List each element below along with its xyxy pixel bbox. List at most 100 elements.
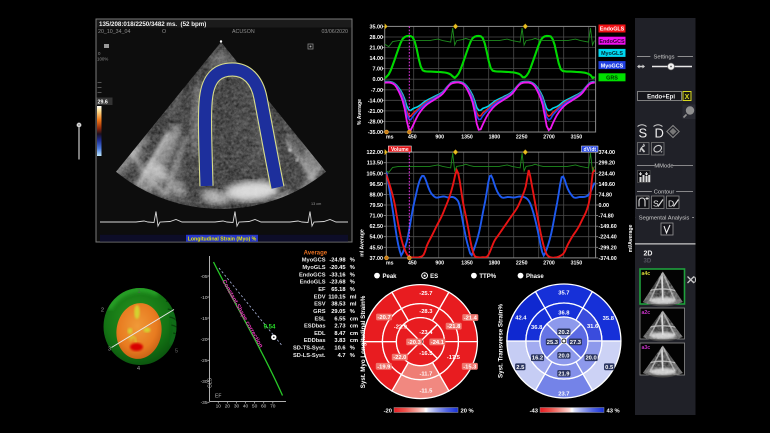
svg-text:149.60: 149.60: [599, 182, 616, 188]
svg-text:EndoGCS: EndoGCS: [599, 39, 625, 45]
svg-text:EndoGLS: EndoGLS: [600, 27, 625, 33]
svg-text:dV/dt: dV/dt: [584, 147, 597, 153]
svg-text:35.00: 35.00: [370, 24, 384, 30]
svg-text:-25: -25: [201, 358, 208, 364]
svg-text:35.8: 35.8: [603, 316, 615, 322]
svg-text:6.55: 6.55: [334, 316, 345, 322]
svg-text:%: %: [350, 287, 355, 293]
svg-text:88.00: 88.00: [370, 192, 384, 198]
svg-text:-33.16: -33.16: [329, 272, 345, 278]
svg-text:122.00: 122.00: [367, 150, 384, 156]
svg-text:a2c: a2c: [642, 310, 651, 316]
svg-text:36.8: 36.8: [531, 325, 543, 331]
svg-text:ES: ES: [430, 274, 438, 280]
svg-text:7.00: 7.00: [373, 67, 384, 73]
svg-text:31.6: 31.6: [587, 324, 599, 330]
svg-text:-30: -30: [201, 379, 208, 385]
svg-text:3150: 3150: [571, 135, 583, 141]
svg-text:2: 2: [101, 308, 104, 314]
svg-text:-22.0: -22.0: [393, 355, 406, 361]
svg-text:450: 450: [408, 135, 417, 141]
svg-text:-43: -43: [530, 408, 539, 414]
svg-text:20_10_34_04: 20_10_34_04: [98, 29, 130, 35]
svg-text:3150: 3150: [571, 260, 583, 266]
svg-text:X: X: [685, 94, 690, 101]
svg-text:4.7: 4.7: [338, 353, 346, 359]
svg-text:28.00: 28.00: [370, 35, 384, 41]
svg-text:-15: -15: [201, 316, 208, 322]
svg-text:SD-LS-Syst.: SD-LS-Syst.: [293, 353, 326, 359]
svg-text:-19.9: -19.9: [377, 364, 391, 370]
svg-text:20.0: 20.0: [585, 356, 596, 362]
svg-text:-28.3: -28.3: [419, 309, 433, 315]
svg-text:900: 900: [435, 135, 444, 141]
svg-text:20: 20: [225, 403, 231, 409]
svg-text:0.00: 0.00: [373, 77, 384, 83]
svg-text:ml/Average: ml/Average: [628, 224, 634, 252]
svg-text:Syst. Myo Longitudinal Strain%: Syst. Myo Longitudinal Strain%: [360, 295, 367, 388]
svg-text:Contour: Contour: [654, 190, 675, 196]
svg-text:ml: ml: [350, 302, 357, 308]
svg-text:3.83: 3.83: [334, 338, 345, 344]
svg-text:8.47: 8.47: [334, 331, 345, 337]
svg-text:-299.20: -299.20: [599, 245, 617, 251]
svg-text:-16.5: -16.5: [419, 351, 433, 357]
svg-text:ml Average: ml Average: [360, 229, 366, 257]
svg-text:374.00: 374.00: [599, 150, 616, 156]
svg-text:-15.3: -15.3: [463, 364, 477, 370]
svg-text:23.7: 23.7: [558, 392, 569, 398]
svg-text:21.9: 21.9: [558, 371, 570, 377]
svg-text:29.6: 29.6: [98, 100, 108, 106]
svg-text:62.50: 62.50: [370, 224, 384, 230]
svg-text:21.00: 21.00: [370, 46, 384, 52]
svg-text:-28.00: -28.00: [368, 119, 383, 125]
svg-text:%: %: [350, 280, 355, 286]
svg-text:cm: cm: [350, 338, 358, 344]
svg-text:-25.7: -25.7: [419, 291, 432, 297]
svg-text:GRS: GRS: [313, 309, 326, 315]
svg-text:42.4: 42.4: [515, 316, 527, 322]
svg-text:-22.9: -22.9: [394, 324, 408, 330]
svg-text:70: 70: [270, 403, 276, 409]
svg-text:113.50: 113.50: [367, 161, 383, 167]
svg-text:03/06/2020: 03/06/2020: [321, 29, 348, 35]
svg-text:% Average: % Average: [357, 99, 363, 125]
svg-text:Endo+Epi: Endo+Epi: [647, 94, 675, 100]
svg-text:D: D: [668, 199, 674, 209]
svg-text:O: O: [162, 29, 166, 35]
svg-text:-24.98: -24.98: [329, 258, 345, 264]
svg-text:-05: -05: [201, 274, 208, 280]
svg-text:-35: -35: [201, 400, 208, 406]
svg-text:16.2: 16.2: [532, 356, 543, 362]
svg-text:%: %: [350, 272, 355, 278]
svg-text:-20: -20: [201, 337, 208, 343]
svg-text:40: 40: [243, 403, 249, 409]
svg-text:2700: 2700: [543, 260, 555, 266]
svg-text:65.18: 65.18: [331, 287, 345, 293]
svg-text:0.00: 0.00: [599, 203, 610, 209]
svg-text:ACUSON: ACUSON: [232, 29, 255, 35]
svg-text:74.80: 74.80: [599, 192, 613, 198]
svg-text:-224.40: -224.40: [599, 235, 617, 241]
svg-text:37.00: 37.00: [370, 256, 384, 262]
svg-text:SD-TS-Syst.: SD-TS-Syst.: [293, 346, 326, 352]
svg-text:105.00: 105.00: [367, 171, 384, 177]
svg-text:%: %: [350, 258, 355, 264]
svg-text:-23.4: -23.4: [419, 330, 433, 336]
svg-text:2.73: 2.73: [334, 324, 345, 330]
svg-text:Peak: Peak: [383, 274, 398, 280]
svg-text:96.50: 96.50: [370, 182, 384, 188]
svg-text:ESDbas: ESDbas: [304, 324, 326, 330]
svg-text:25.3: 25.3: [547, 340, 559, 346]
svg-text:%: %: [350, 309, 355, 315]
svg-text:10.6: 10.6: [334, 346, 345, 352]
svg-text:1350: 1350: [461, 135, 473, 141]
svg-text:100%: 100%: [97, 57, 108, 62]
svg-text:D: D: [655, 126, 664, 141]
svg-text:36.8: 36.8: [558, 310, 570, 316]
svg-text:EDV: EDV: [314, 294, 326, 300]
svg-text:cm: cm: [350, 324, 358, 330]
svg-text:S: S: [653, 199, 659, 209]
svg-text:14.00: 14.00: [370, 56, 384, 62]
svg-text:GLS: GLS: [208, 377, 214, 388]
